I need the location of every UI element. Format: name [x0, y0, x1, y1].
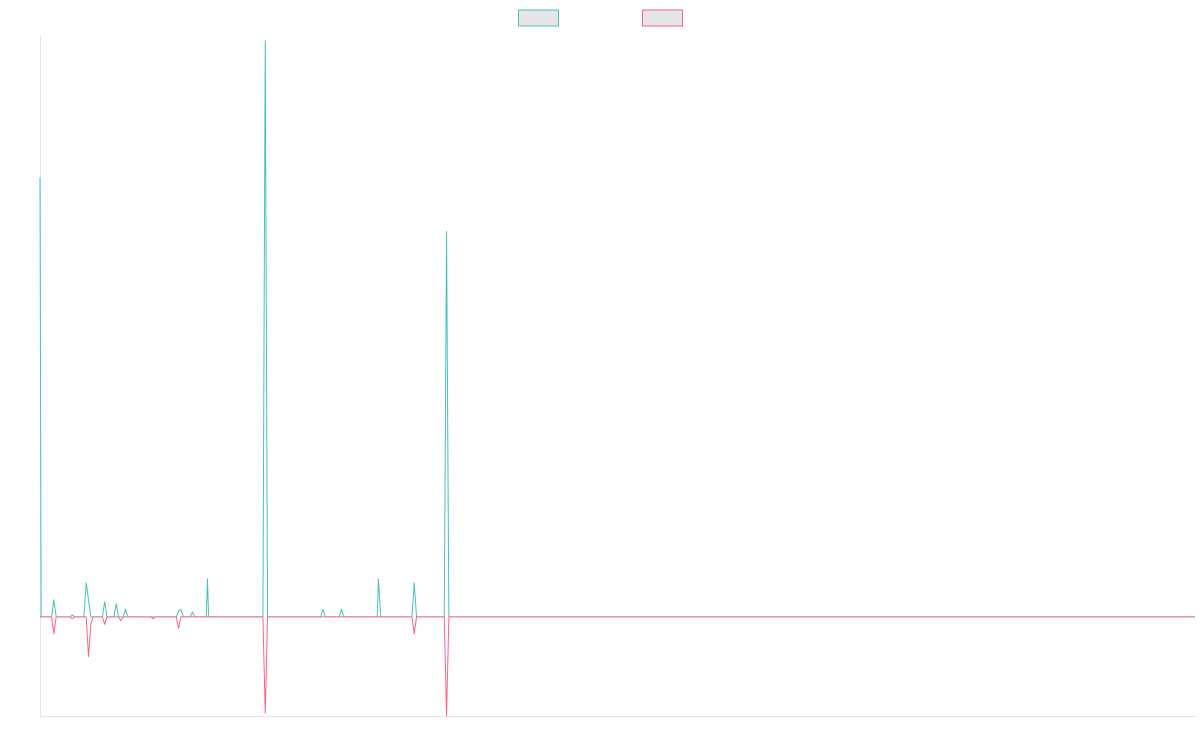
series-line-2 [40, 616, 1195, 717]
series-layer [39, 40, 1195, 717]
legend-item-1[interactable] [518, 9, 559, 27]
series-line-1 [39, 40, 1195, 618]
legend-swatch-1[interactable] [518, 9, 559, 27]
legend-item-2[interactable] [642, 9, 683, 27]
legend[interactable] [518, 9, 683, 27]
legend-swatch-2[interactable] [642, 9, 683, 27]
axes [40, 36, 1195, 717]
